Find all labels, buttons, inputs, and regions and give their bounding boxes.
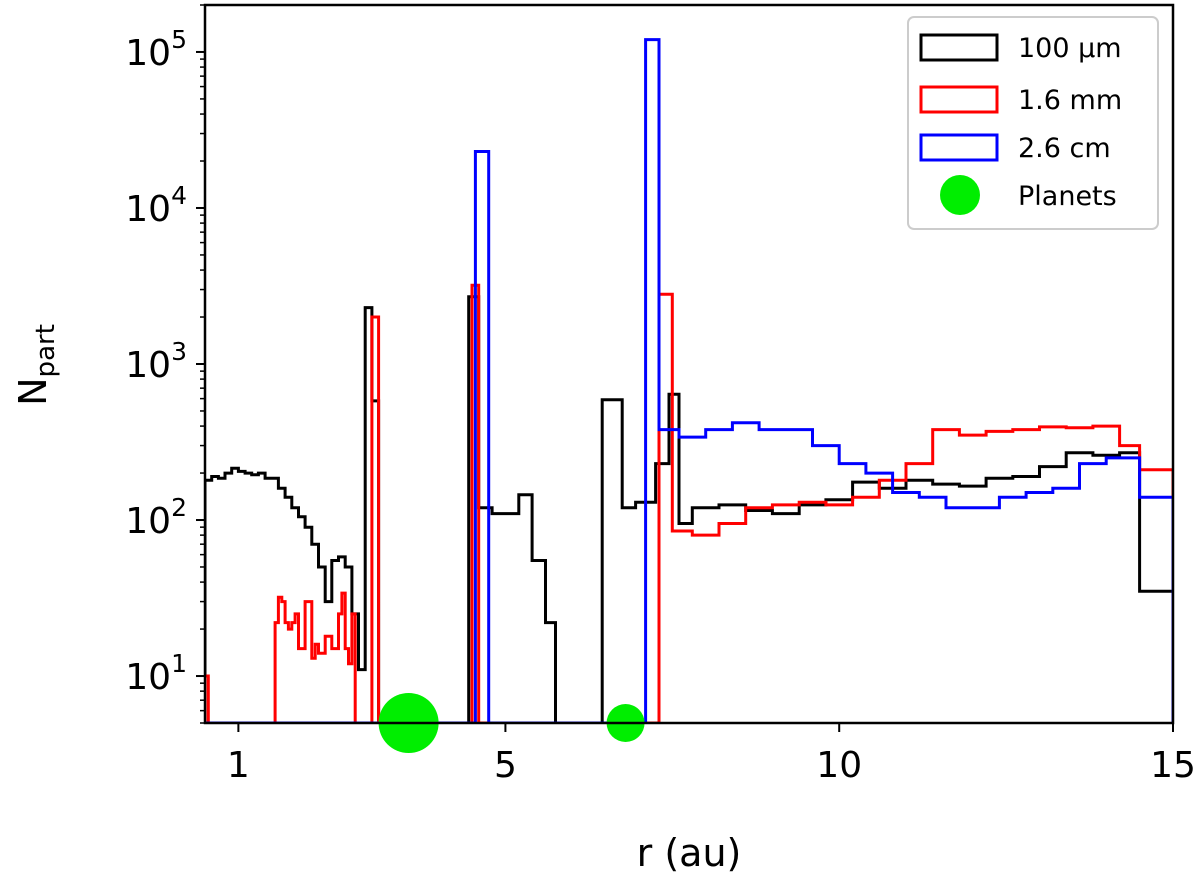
y-tick-label-base: 10 (125, 657, 171, 698)
legend-label: Planets (1018, 181, 1117, 212)
x-tick-label: 10 (816, 745, 862, 786)
y-tick-label-base: 10 (125, 501, 171, 542)
legend-planet-marker (940, 175, 980, 215)
legend-swatch (919, 133, 999, 162)
series-1-6-mm-histogram (205, 283, 1173, 723)
y-axis-label-main: N (11, 377, 55, 405)
legend: 100 μm 1.6 mm 2.6 cm Planets (907, 16, 1159, 230)
y-tick-label: 102 (125, 493, 187, 542)
legend-label: 100 μm (1018, 33, 1122, 64)
x-tick-label: 1 (227, 745, 250, 786)
legend-label: 1.6 mm (1018, 85, 1122, 116)
y-tick-label: 101 (125, 649, 187, 698)
legend-label: 2.6 cm (1018, 133, 1111, 164)
y-tick-label: 104 (125, 181, 187, 230)
y-tick-label-exponent: 5 (171, 25, 187, 54)
y-tick-label-exponent: 3 (171, 337, 187, 366)
y-tick-label-base: 10 (125, 33, 171, 74)
y-axis-label: Npart (11, 324, 61, 406)
y-tick-label-base: 10 (125, 345, 171, 386)
y-tick-label-base: 10 (125, 189, 171, 230)
y-tick-label-exponent: 4 (171, 181, 187, 210)
y-axis-label-sub: part (31, 324, 61, 377)
x-axis-label: r (au) (637, 831, 742, 875)
legend-swatch (919, 33, 999, 62)
x-tick-label: 5 (494, 745, 517, 786)
legend-box (907, 16, 1159, 230)
y-tick-label-exponent: 1 (171, 649, 187, 678)
x-tick-label: 15 (1150, 745, 1196, 786)
y-tick-label: 105 (125, 25, 187, 74)
x-axis: 1 5 10 15 (227, 723, 1196, 786)
series-layer (205, 38, 1173, 723)
legend-swatch (919, 85, 999, 114)
y-tick-label-exponent: 2 (171, 493, 187, 522)
y-tick-label: 103 (125, 337, 187, 386)
series-100-m-histogram (205, 295, 1173, 723)
series-2-6-cm-histogram (205, 38, 1173, 723)
